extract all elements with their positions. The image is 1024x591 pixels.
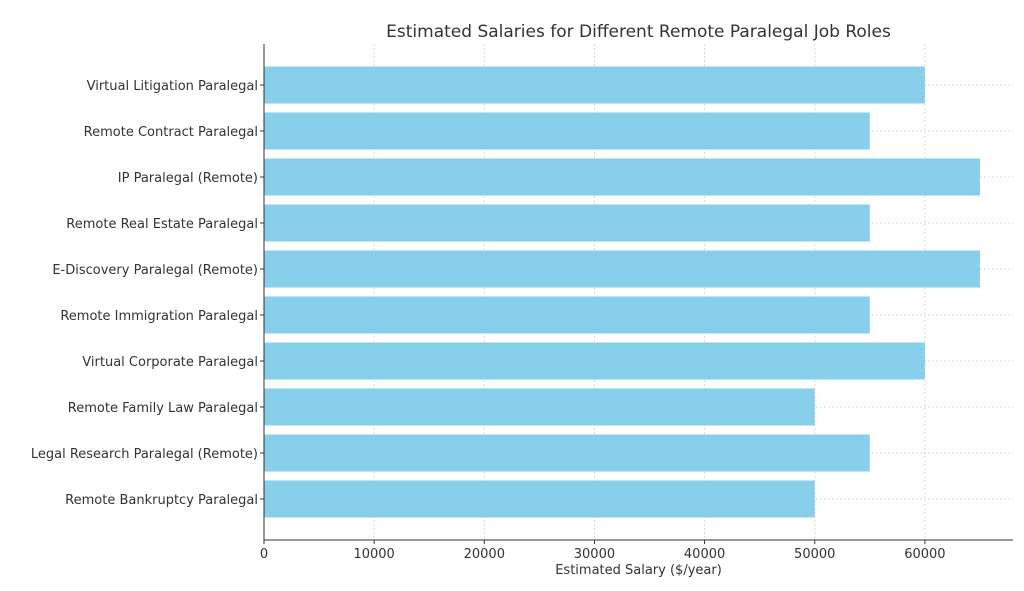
y-tick-label: E-Discovery Paralegal (Remote) xyxy=(52,263,258,278)
y-tick-label: Virtual Litigation Paralegal xyxy=(87,79,258,94)
x-axis-label: Estimated Salary ($/year) xyxy=(555,563,722,578)
axes xyxy=(263,44,1013,541)
y-tick-label: Remote Immigration Paralegal xyxy=(60,309,258,324)
bar xyxy=(264,296,870,334)
x-tick-label: 50000 xyxy=(794,547,835,562)
y-tick-label: Virtual Corporate Paralegal xyxy=(82,355,258,370)
bars xyxy=(264,66,980,518)
y-tick-labels: Virtual Litigation Paralegal Remote Contr… xyxy=(31,79,264,508)
bar xyxy=(264,158,980,196)
y-tick-label: Legal Research Paralegal (Remote) xyxy=(31,447,258,462)
x-tick-label: 60000 xyxy=(904,547,945,562)
bar xyxy=(264,388,815,426)
bar xyxy=(264,342,925,380)
x-tick-label: 40000 xyxy=(684,547,725,562)
y-tick-label: Remote Family Law Paralegal xyxy=(68,401,258,416)
x-tick-label: 10000 xyxy=(353,547,394,562)
x-tick-label: 20000 xyxy=(464,547,505,562)
y-tick-label: Remote Bankruptcy Paralegal xyxy=(65,493,258,508)
chart-title: Estimated Salaries for Different Remote … xyxy=(386,22,891,42)
y-tick-label: IP Paralegal (Remote) xyxy=(118,171,258,186)
y-tick-label: Remote Real Estate Paralegal xyxy=(66,217,258,232)
bar xyxy=(264,480,815,518)
bar xyxy=(264,434,870,472)
x-tick-label: 30000 xyxy=(574,547,615,562)
bar xyxy=(264,204,870,242)
bar xyxy=(264,112,870,150)
x-tick-labels: 0 10000 20000 30000 40000 50000 60000 xyxy=(260,540,946,562)
y-tick-label: Remote Contract Paralegal xyxy=(84,125,258,140)
bar xyxy=(264,250,980,288)
bar xyxy=(264,66,925,104)
x-tick-label: 0 xyxy=(260,547,268,562)
